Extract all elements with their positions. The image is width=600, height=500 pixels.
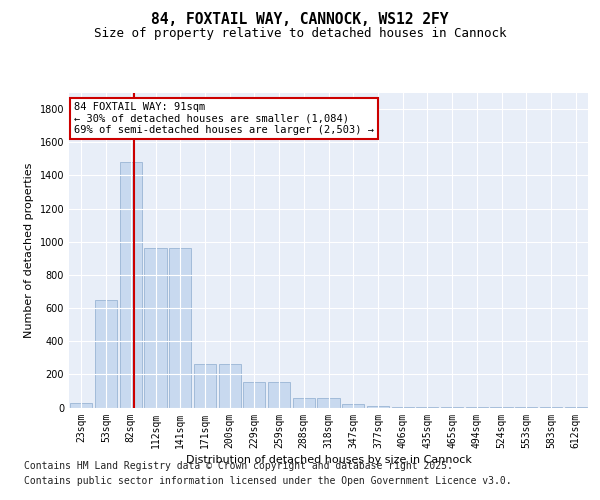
- Bar: [70, 402, 92, 407]
- Bar: [243, 382, 265, 407]
- Bar: [218, 364, 241, 408]
- Bar: [317, 398, 340, 407]
- Bar: [119, 162, 142, 408]
- Text: 84 FOXTAIL WAY: 91sqm
← 30% of detached houses are smaller (1,084)
69% of semi-d: 84 FOXTAIL WAY: 91sqm ← 30% of detached …: [74, 102, 374, 135]
- Bar: [367, 406, 389, 407]
- Text: Size of property relative to detached houses in Cannock: Size of property relative to detached ho…: [94, 28, 506, 40]
- Bar: [95, 300, 117, 408]
- Bar: [145, 248, 167, 408]
- X-axis label: Distribution of detached houses by size in Cannock: Distribution of detached houses by size …: [185, 454, 472, 464]
- Bar: [194, 364, 216, 408]
- Bar: [342, 404, 364, 407]
- Bar: [268, 382, 290, 407]
- Text: Contains HM Land Registry data © Crown copyright and database right 2025.: Contains HM Land Registry data © Crown c…: [24, 461, 453, 471]
- Text: 84, FOXTAIL WAY, CANNOCK, WS12 2FY: 84, FOXTAIL WAY, CANNOCK, WS12 2FY: [151, 12, 449, 28]
- Bar: [169, 248, 191, 408]
- Y-axis label: Number of detached properties: Number of detached properties: [24, 162, 34, 338]
- Bar: [293, 398, 315, 407]
- Text: Contains public sector information licensed under the Open Government Licence v3: Contains public sector information licen…: [24, 476, 512, 486]
